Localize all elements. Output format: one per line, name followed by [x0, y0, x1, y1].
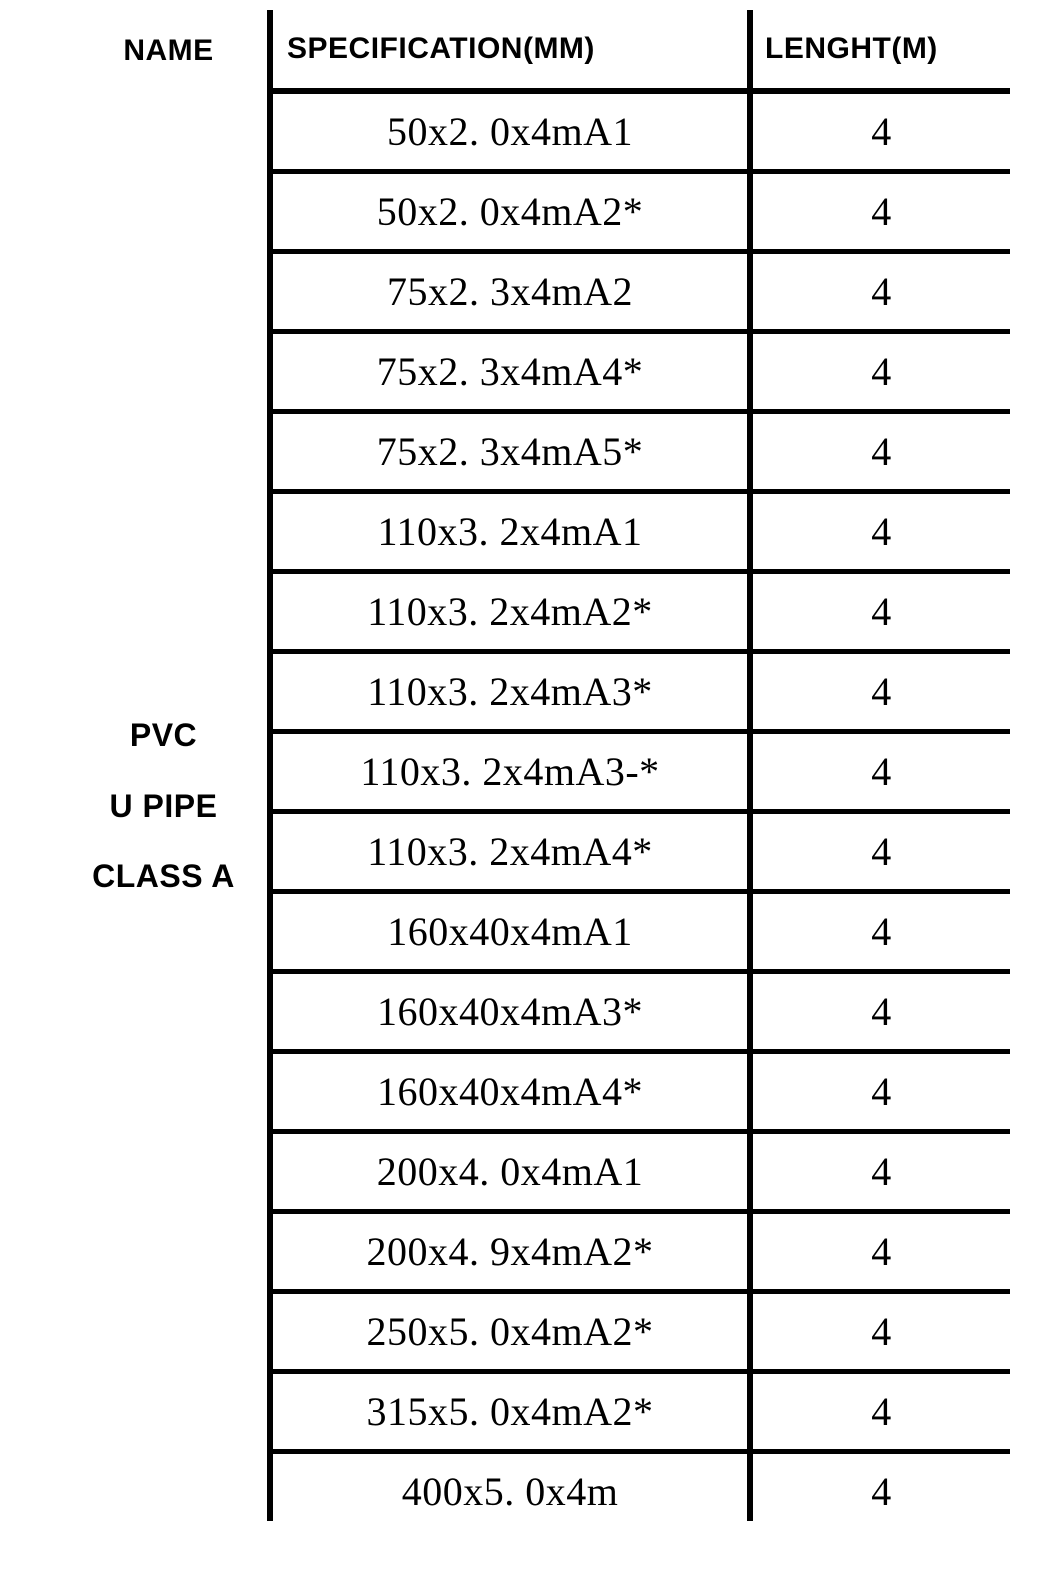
col-header-spec: SPECIFICATION(MM)	[270, 10, 750, 91]
spec-cell: 160x40x4mA1	[270, 892, 750, 972]
length-cell: 4	[750, 1452, 1010, 1522]
table-row: PVCU PIPECLASS A50x2. 0x4mA14	[70, 91, 1010, 172]
length-cell: 4	[750, 972, 1010, 1052]
spec-cell: 250x5. 0x4mA2*	[270, 1292, 750, 1372]
spec-cell: 75x2. 3x4mA4*	[270, 332, 750, 412]
spec-cell: 200x4. 9x4mA2*	[270, 1212, 750, 1292]
length-cell: 4	[750, 1132, 1010, 1212]
spec-cell: 50x2. 0x4mA1	[270, 91, 750, 172]
length-cell: 4	[750, 252, 1010, 332]
length-cell: 4	[750, 1292, 1010, 1372]
col-header-name: NAME	[70, 10, 270, 91]
spec-cell: 110x3. 2x4mA3-*	[270, 732, 750, 812]
name-cell: PVCU PIPECLASS A	[70, 91, 270, 1521]
name-line: CLASS A	[70, 841, 257, 911]
table-header-row: NAME SPECIFICATION(MM) LENGHT(M)	[70, 10, 1010, 91]
spec-cell: 400x5. 0x4m	[270, 1452, 750, 1522]
length-cell: 4	[750, 732, 1010, 812]
length-cell: 4	[750, 91, 1010, 172]
spec-cell: 110x3. 2x4mA4*	[270, 812, 750, 892]
name-line: PVC	[70, 700, 257, 770]
length-cell: 4	[750, 572, 1010, 652]
length-cell: 4	[750, 412, 1010, 492]
length-cell: 4	[750, 332, 1010, 412]
length-cell: 4	[750, 812, 1010, 892]
spec-cell: 75x2. 3x4mA5*	[270, 412, 750, 492]
spec-cell: 75x2. 3x4mA2	[270, 252, 750, 332]
length-cell: 4	[750, 1052, 1010, 1132]
spec-cell: 315x5. 0x4mA2*	[270, 1372, 750, 1452]
spec-cell: 160x40x4mA3*	[270, 972, 750, 1052]
spec-cell: 110x3. 2x4mA1	[270, 492, 750, 572]
spec-cell: 110x3. 2x4mA2*	[270, 572, 750, 652]
length-cell: 4	[750, 652, 1010, 732]
spec-cell: 50x2. 0x4mA2*	[270, 172, 750, 252]
length-cell: 4	[750, 1212, 1010, 1292]
spec-cell: 110x3. 2x4mA3*	[270, 652, 750, 732]
length-cell: 4	[750, 172, 1010, 252]
length-cell: 4	[750, 892, 1010, 972]
name-line: U PIPE	[70, 771, 257, 841]
col-header-length: LENGHT(M)	[750, 10, 1010, 91]
spec-cell: 200x4. 0x4mA1	[270, 1132, 750, 1212]
length-cell: 4	[750, 492, 1010, 572]
spec-cell: 160x40x4mA4*	[270, 1052, 750, 1132]
length-cell: 4	[750, 1372, 1010, 1452]
page: NAME SPECIFICATION(MM) LENGHT(M) PVCU PI…	[0, 0, 1060, 1582]
spec-table: NAME SPECIFICATION(MM) LENGHT(M) PVCU PI…	[70, 10, 1010, 1521]
